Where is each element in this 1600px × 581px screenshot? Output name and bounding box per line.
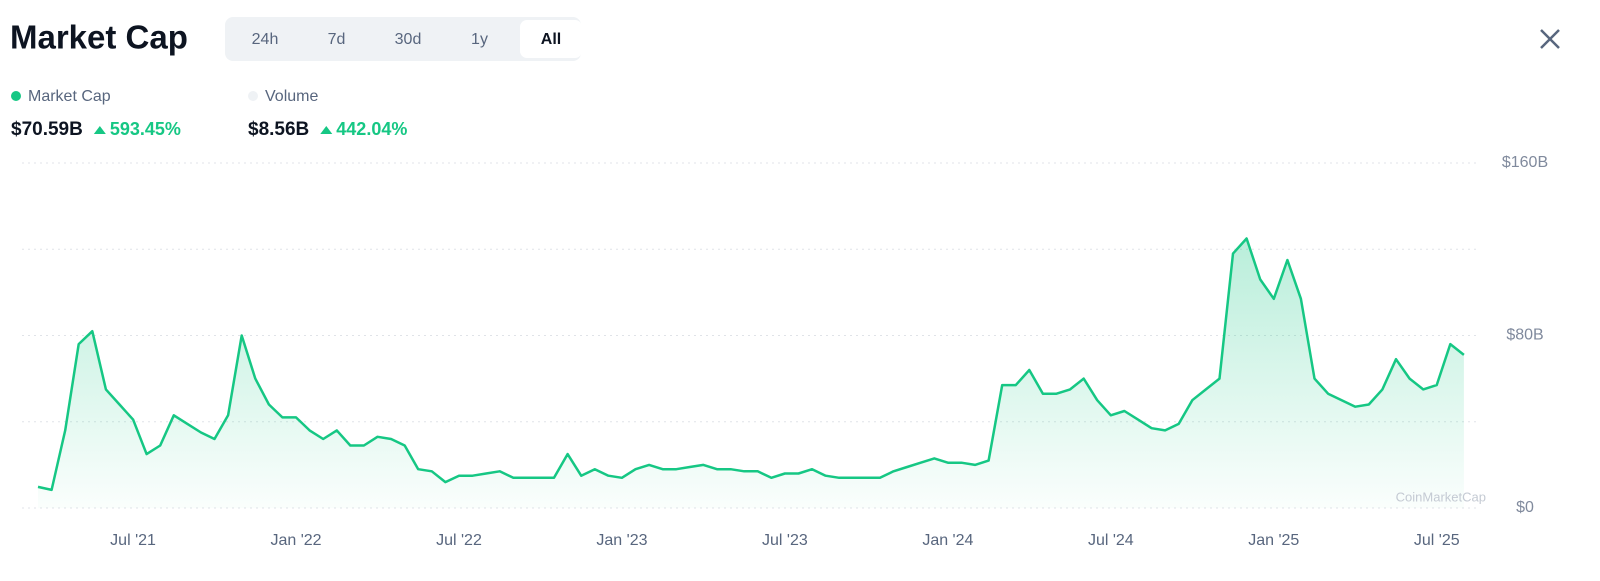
stat-change: 593.45% xyxy=(110,119,181,139)
tab[interactable]: 7d xyxy=(328,31,346,48)
x-tick-label: Jul '23 xyxy=(762,532,808,549)
up-arrow xyxy=(93,126,106,134)
close-button[interactable] xyxy=(1540,29,1560,49)
legend-dot xyxy=(248,91,258,101)
legend-label: Market Cap xyxy=(28,88,111,105)
title: Market Cap xyxy=(10,19,188,56)
legend-label: Volume xyxy=(265,88,318,105)
x-tick-label: Jan '25 xyxy=(1248,532,1299,549)
stat-value: $70.59B xyxy=(11,119,83,140)
tab-group xyxy=(225,17,581,61)
x-tick-label: Jul '22 xyxy=(436,532,482,549)
up-arrow xyxy=(320,126,333,134)
line xyxy=(37,237,1465,492)
legend-dot xyxy=(11,91,21,101)
y-tick-label: $80B xyxy=(1506,327,1543,344)
y-tick-label: $160B xyxy=(1502,154,1548,171)
tab[interactable]: 1y xyxy=(471,31,488,48)
x-tick-label: Jul '21 xyxy=(110,532,156,549)
x-tick-label: Jul '24 xyxy=(1088,532,1134,549)
watermark: CoinMarketCap xyxy=(1396,489,1486,504)
tab[interactable]: 24h xyxy=(252,31,279,48)
x-tick-label: Jul '25 xyxy=(1414,532,1460,549)
tab[interactable]: All xyxy=(541,31,561,48)
x-tick-label: Jan '24 xyxy=(922,532,973,549)
stat-value: $8.56B xyxy=(248,119,309,140)
area-fill xyxy=(38,238,1464,508)
tab-active-bg xyxy=(520,20,582,58)
x-tick-label: Jan '22 xyxy=(270,532,321,549)
x-tick-label: Jan '23 xyxy=(596,532,647,549)
stat-change: 442.04% xyxy=(336,119,407,139)
y-tick-label: $0 xyxy=(1516,499,1534,516)
tab[interactable]: 30d xyxy=(395,31,422,48)
